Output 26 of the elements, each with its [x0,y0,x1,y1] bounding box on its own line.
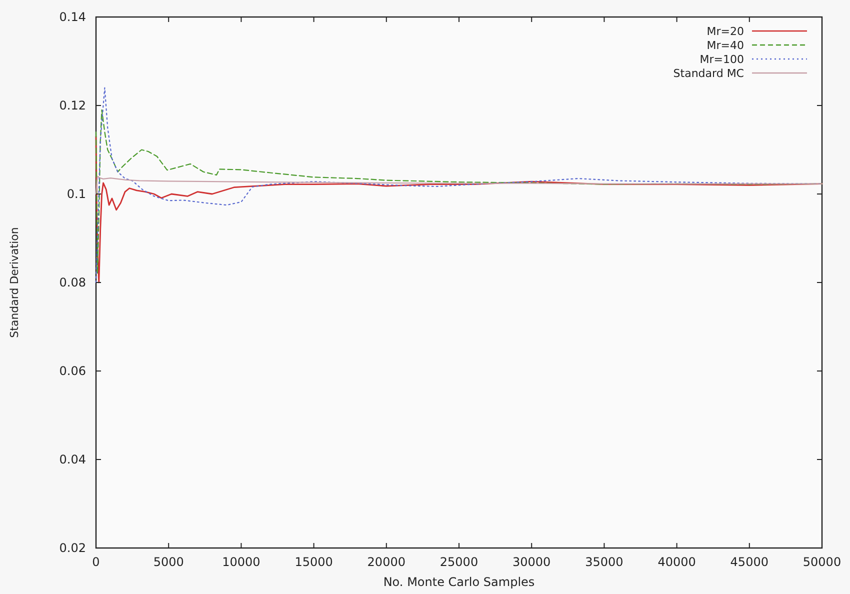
x-tick-label: 25000 [440,555,478,569]
y-tick-label: 0.08 [59,276,86,290]
x-tick-label: 35000 [585,555,624,569]
y-tick-label: 0.02 [59,541,86,555]
y-tick-label: 0.14 [59,10,86,24]
x-tick-label: 5000 [153,555,184,569]
x-tick-label: 10000 [222,555,260,569]
y-tick-label: 0.1 [66,187,86,201]
x-tick-label: 40000 [658,555,696,569]
x-tick-label: 20000 [367,555,406,569]
x-tick-label: 50000 [802,555,842,569]
x-axis-title: No. Monte Carlo Samples [383,575,535,589]
y-axis-title: Standard Derivation [8,227,21,338]
line-series [95,176,823,195]
x-tick-label: 30000 [512,555,551,569]
line-series [95,136,823,284]
legend-label: Standard MC [673,67,744,80]
y-tick-label: 0.04 [59,452,86,466]
y-tick-label: 0.06 [59,364,86,378]
x-tick-label: 45000 [730,555,768,569]
y-tick-label: 0.12 [59,98,86,112]
legend-label: Mr=20 [706,25,744,38]
x-tick-label: 0 [92,555,100,569]
x-tick-label: 15000 [294,555,333,569]
legend-label: Mr=40 [706,39,744,52]
legend-label: Mr=100 [700,53,744,66]
